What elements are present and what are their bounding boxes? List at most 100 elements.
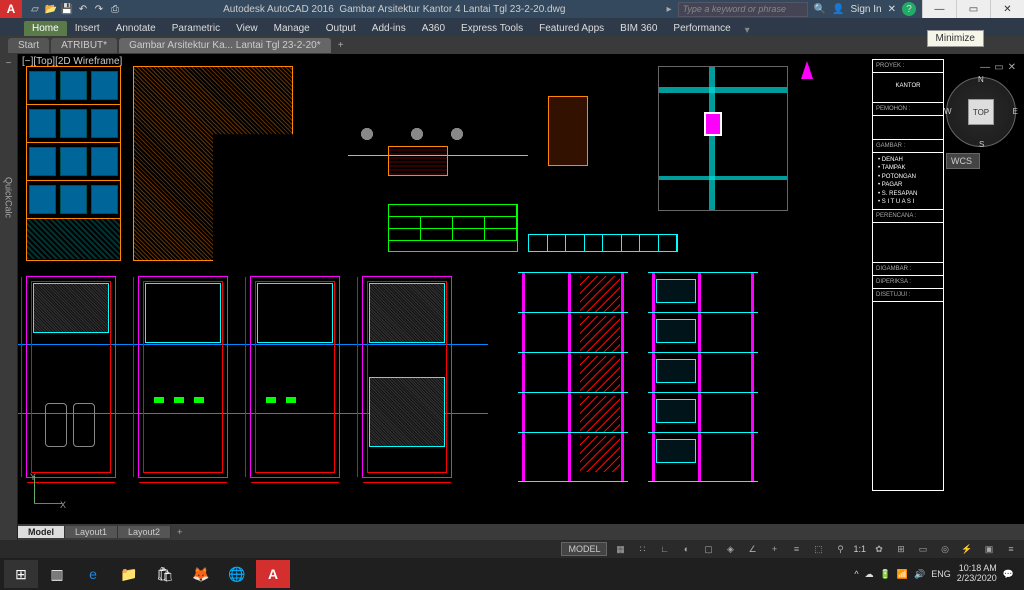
tray-clock[interactable]: 10:18 AM 2/23/2020 — [957, 564, 997, 584]
status-workspace-icon[interactable]: ⊞ — [892, 544, 910, 555]
qat-open-icon[interactable]: 📂 — [44, 2, 58, 16]
autocad-taskbar-icon[interactable]: A — [256, 560, 290, 588]
signin-icon[interactable]: 👤 — [832, 4, 844, 15]
status-ortho-icon[interactable]: ∟ — [655, 544, 673, 554]
ribbon-tab-a360[interactable]: A360 — [414, 21, 453, 36]
ribbon-tab-view[interactable]: View — [228, 21, 266, 36]
system-tray: ^ ☁ 🔋 📶 🔊 ENG 10:18 AM 2/23/2020 💬 — [854, 564, 1020, 584]
dwg-section-b — [648, 272, 758, 482]
layout-tab-model[interactable]: Model — [18, 526, 65, 538]
minimize-tooltip: Minimize — [927, 30, 984, 47]
help-icon[interactable]: ? — [902, 2, 916, 16]
status-snap-icon[interactable]: ∷ — [633, 544, 651, 555]
dwg-site-plan — [658, 66, 788, 211]
layout-tab-layout2[interactable]: Layout2 — [118, 526, 171, 538]
ribbon-tab-performance[interactable]: Performance — [665, 21, 738, 36]
status-lwt-icon[interactable]: ≡ — [787, 544, 805, 554]
help-search[interactable]: Type a keyword or phrase — [678, 2, 808, 17]
ribbon-tab-annotate[interactable]: Annotate — [108, 21, 164, 36]
ribbon-tab-addins[interactable]: Add-ins — [364, 21, 414, 36]
tray-onedrive-icon[interactable]: ☁ — [865, 569, 874, 580]
compass-n: N — [978, 75, 984, 84]
status-grid-icon[interactable]: ▦ — [611, 544, 629, 555]
status-model-button[interactable]: MODEL — [561, 542, 607, 556]
ribbon-tab-parametric[interactable]: Parametric — [164, 21, 228, 36]
tray-notifications-icon[interactable]: 💬 — [1003, 569, 1014, 580]
doc-tab-start[interactable]: Start — [8, 38, 49, 53]
ribbon-tab-bim360[interactable]: BIM 360 — [612, 21, 665, 36]
layout-tabs: Model Layout1 Layout2 + — [18, 524, 1024, 540]
layout-add-icon[interactable]: + — [171, 527, 188, 537]
tb-proyek: KANTOR — [873, 73, 943, 103]
ucs-icon[interactable]: Y X — [24, 474, 64, 514]
quick-access-toolbar: ▱ 📂 💾 ↶ ↷ ⎙ — [22, 2, 128, 16]
chrome-icon[interactable]: 🌐 — [220, 560, 254, 588]
status-isolate-icon[interactable]: ◎ — [936, 544, 954, 555]
status-scale[interactable]: 1:1 — [853, 544, 866, 554]
tb-gambar-hdr: GAMBAR : — [873, 140, 943, 153]
doc-tab-gambar[interactable]: Gambar Arsitektur Ka... Lantai Tgl 23-2-… — [119, 38, 331, 53]
status-3dosnap-icon[interactable]: ◈ — [721, 544, 739, 555]
maximize-button[interactable]: ▭ — [956, 0, 990, 18]
app-logo[interactable]: A — [0, 0, 22, 18]
tray-battery-icon[interactable]: 🔋 — [880, 569, 891, 580]
firefox-icon[interactable]: 🦊 — [184, 560, 218, 588]
viewcube-face[interactable]: TOP — [968, 99, 994, 125]
ucs-y-label: Y — [30, 472, 36, 482]
qat-new-icon[interactable]: ▱ — [28, 2, 42, 16]
ribbon-tab-featured[interactable]: Featured Apps — [531, 21, 612, 36]
taskview-icon[interactable]: ▥ — [40, 560, 74, 588]
doc-tab-add[interactable]: + — [333, 40, 349, 51]
status-bar: MODEL ▦ ∷ ∟ ◐ ▢ ◈ ∠ + ≡ ⬚ ⚲ 1:1 ✿ ⊞ ▭ ◎ … — [0, 540, 1024, 558]
viewcube-compass[interactable]: TOP N S E W — [946, 77, 1016, 147]
wcs-label[interactable]: WCS — [946, 153, 980, 169]
title-dropdown-icon[interactable]: ▸ — [661, 4, 678, 15]
minimize-button[interactable]: — — [922, 0, 956, 18]
ribbon-tab-output[interactable]: Output — [318, 21, 364, 36]
search-icon[interactable]: 🔍 — [814, 4, 826, 15]
ribbon-tab-manage[interactable]: Manage — [266, 21, 318, 36]
ribbon-tabs: Home Insert Annotate Parametric View Man… — [0, 18, 1024, 36]
status-dyn-icon[interactable]: + — [765, 544, 783, 554]
start-button[interactable]: ⊞ — [4, 560, 38, 588]
explorer-icon[interactable]: 📁 — [112, 560, 146, 588]
qat-save-icon[interactable]: 💾 — [60, 2, 74, 16]
dwg-plan-lt3 — [250, 276, 340, 478]
ribbon-tab-home[interactable]: Home — [24, 21, 67, 36]
sidebar-minus-icon[interactable]: − — [6, 58, 12, 69]
tray-up-icon[interactable]: ^ — [854, 569, 858, 579]
status-otrack-icon[interactable]: ∠ — [743, 544, 761, 555]
status-gear-icon[interactable]: ✿ — [870, 544, 888, 555]
vc-max-icon[interactable]: ▭ — [994, 62, 1003, 73]
status-transparency-icon[interactable]: ⬚ — [809, 544, 827, 555]
tray-wifi-icon[interactable]: 📶 — [897, 569, 908, 580]
vc-close-icon[interactable]: ✕ — [1008, 62, 1016, 73]
qat-redo-icon[interactable]: ↷ — [92, 2, 106, 16]
status-polar-icon[interactable]: ◐ — [677, 544, 695, 554]
close-button[interactable]: ✕ — [990, 0, 1024, 18]
exchange-icon[interactable]: ✕ — [888, 4, 896, 15]
tray-volume-icon[interactable]: 🔊 — [914, 569, 925, 580]
signin-label[interactable]: Sign In — [850, 4, 881, 15]
ribbon-tab-insert[interactable]: Insert — [67, 21, 108, 36]
doc-tab-atribut[interactable]: ATRIBUT* — [51, 38, 117, 53]
status-monitor-icon[interactable]: ▭ — [914, 544, 932, 555]
tray-lang-icon[interactable]: ENG — [931, 569, 951, 579]
edge-icon[interactable]: e — [76, 560, 110, 588]
status-annoscale-icon[interactable]: ⚲ — [831, 544, 849, 555]
vc-min-icon[interactable]: — — [980, 62, 990, 73]
status-clean-icon[interactable]: ▣ — [980, 544, 998, 555]
status-customize-icon[interactable]: ≡ — [1002, 544, 1020, 554]
dwg-front-elevation — [26, 66, 121, 261]
ribbon-expand-icon[interactable]: ▾ — [745, 25, 750, 36]
store-icon[interactable]: 🛍 — [148, 560, 182, 588]
qat-print-icon[interactable]: ⎙ — [108, 2, 122, 16]
status-osnap-icon[interactable]: ▢ — [699, 544, 717, 555]
quickcalc-label[interactable]: QuickCalc — [4, 177, 14, 218]
qat-undo-icon[interactable]: ↶ — [76, 2, 90, 16]
drawing-canvas[interactable]: [−][Top][2D Wireframe] — ▭ ✕ TOP N S E W… — [18, 54, 1024, 540]
status-hardware-icon[interactable]: ⚡ — [958, 544, 976, 555]
ucs-x-label: X — [60, 500, 66, 510]
layout-tab-layout1[interactable]: Layout1 — [65, 526, 118, 538]
ribbon-tab-express[interactable]: Express Tools — [453, 21, 531, 36]
